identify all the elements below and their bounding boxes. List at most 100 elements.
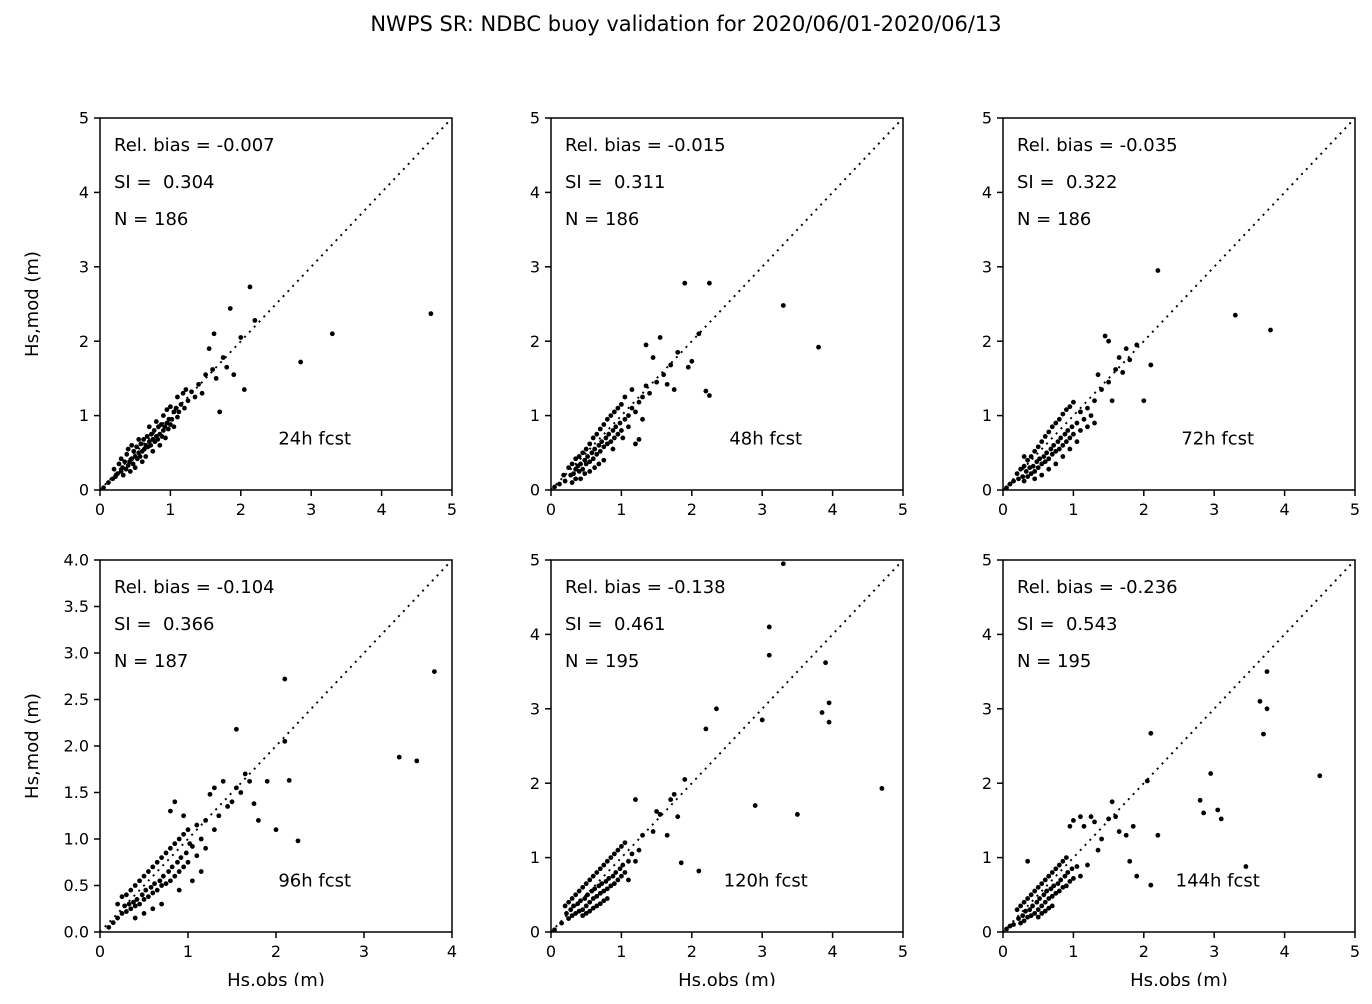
data-point xyxy=(1044,450,1050,456)
data-point xyxy=(601,444,607,450)
data-point xyxy=(213,376,219,381)
data-point xyxy=(580,466,586,472)
x-tick-label: 3 xyxy=(359,942,369,961)
data-point xyxy=(1016,916,1021,922)
data-point xyxy=(1041,892,1047,898)
data-point xyxy=(1092,420,1097,426)
data-point xyxy=(282,676,288,682)
data-point xyxy=(703,726,709,732)
subplot-144h-fcst: 0 1 2 3 4 5 0 1 2 3 4 5 Hs,obs (m) Rel. bias = -0.236… xyxy=(903,484,1363,986)
data-point xyxy=(1058,435,1064,441)
data-point xyxy=(585,454,591,459)
data-point xyxy=(1053,866,1059,872)
data-point xyxy=(611,881,617,887)
data-point xyxy=(587,908,593,914)
data-point xyxy=(1067,404,1073,410)
data-point xyxy=(1063,883,1069,889)
data-point xyxy=(203,372,209,378)
stats-line: Rel. bias = -0.007 xyxy=(114,135,275,156)
y-tick-label: 5 xyxy=(982,109,992,128)
data-point xyxy=(189,389,194,395)
data-point xyxy=(1032,469,1038,474)
data-point xyxy=(1025,457,1031,463)
data-point xyxy=(106,480,111,485)
data-point xyxy=(675,349,681,355)
data-point xyxy=(146,894,151,900)
data-point xyxy=(613,424,619,430)
data-point xyxy=(597,901,603,907)
identity-line xyxy=(550,559,904,933)
figure-title: NWPS SR: NDBC buoy validation for 2020/0… xyxy=(370,12,1002,36)
data-point xyxy=(129,442,135,448)
data-point xyxy=(582,896,588,901)
data-point xyxy=(1039,903,1045,909)
data-point xyxy=(1004,926,1009,932)
data-point xyxy=(564,911,569,916)
data-point xyxy=(120,472,126,478)
data-point xyxy=(210,367,216,372)
data-point xyxy=(592,465,598,471)
data-point xyxy=(160,428,166,433)
subplot-96h-canvas: 0 1 2 3 4 0.0 0.5 1.0 1.5 2.0 2.5 3.0 3.5 4.0 Hs,obs (… xyxy=(22,551,457,986)
data-point xyxy=(1042,434,1048,439)
data-point xyxy=(766,624,772,630)
data-point xyxy=(166,869,172,874)
data-point xyxy=(141,873,147,879)
data-point xyxy=(1053,890,1059,896)
data-point xyxy=(1067,823,1073,829)
x-tick-label: 2 xyxy=(1139,500,1149,519)
stats-line: SI = 0.311 xyxy=(565,172,666,193)
data-point xyxy=(575,901,581,907)
data-point xyxy=(610,428,616,433)
data-point xyxy=(562,478,568,484)
data-point xyxy=(1062,873,1068,879)
data-point xyxy=(664,381,670,387)
data-point xyxy=(608,439,614,445)
y-axis-ticks: 0.0 0.5 1.0 1.5 2.0 2.5 3.0 3.5 4.0 xyxy=(64,551,100,942)
x-tick-label: 3 xyxy=(1209,942,1219,961)
data-point xyxy=(559,920,564,926)
data-point xyxy=(569,480,575,485)
x-axis-ticks: 0 1 2 3 4 5 xyxy=(546,932,908,961)
data-point xyxy=(615,431,621,437)
data-point xyxy=(1078,814,1083,820)
subplot-24h-fcst: 0 1 2 3 4 5 0 1 2 3 4 5 Hs,mod (m) Rel. bias = -0.007… xyxy=(0,42,460,544)
data-point xyxy=(1081,416,1087,422)
data-point xyxy=(1053,461,1059,467)
data-point xyxy=(795,812,800,817)
data-point xyxy=(252,317,258,323)
data-point xyxy=(119,911,125,916)
y-tick-label: 1 xyxy=(79,406,89,425)
y-axis-ticks: 0 1 2 3 4 5 xyxy=(530,109,551,500)
data-point xyxy=(1232,312,1238,318)
data-point xyxy=(640,832,645,838)
data-point xyxy=(1027,907,1033,913)
data-point xyxy=(1074,864,1080,869)
data-point xyxy=(1127,357,1133,363)
data-point xyxy=(1014,907,1020,913)
data-point xyxy=(144,434,150,439)
data-point xyxy=(1021,454,1027,459)
data-point xyxy=(168,845,173,851)
data-point xyxy=(273,827,279,833)
forecast-label: 24h fcst xyxy=(278,429,351,450)
data-point xyxy=(148,431,154,437)
data-point xyxy=(168,878,173,884)
stats-line: N = 186 xyxy=(114,209,188,230)
data-point xyxy=(176,887,182,893)
x-tick-label: 1 xyxy=(165,500,175,519)
data-point xyxy=(617,866,623,872)
data-point xyxy=(604,416,610,422)
data-point xyxy=(633,797,638,802)
y-tick-label: 0 xyxy=(982,923,992,942)
data-point xyxy=(241,387,247,392)
data-point xyxy=(157,442,163,448)
x-tick-label: 3 xyxy=(1209,500,1219,519)
data-point xyxy=(1053,448,1059,454)
stats-line: Rel. bias = -0.035 xyxy=(1017,135,1178,156)
data-point xyxy=(571,903,576,909)
subplot-96h-fcst: 0 1 2 3 4 0.0 0.5 1.0 1.5 2.0 2.5 3.0 3.5 4.0 Hs,obs (… xyxy=(0,484,460,986)
stats-line: N = 195 xyxy=(565,651,639,672)
data-point xyxy=(159,901,165,907)
